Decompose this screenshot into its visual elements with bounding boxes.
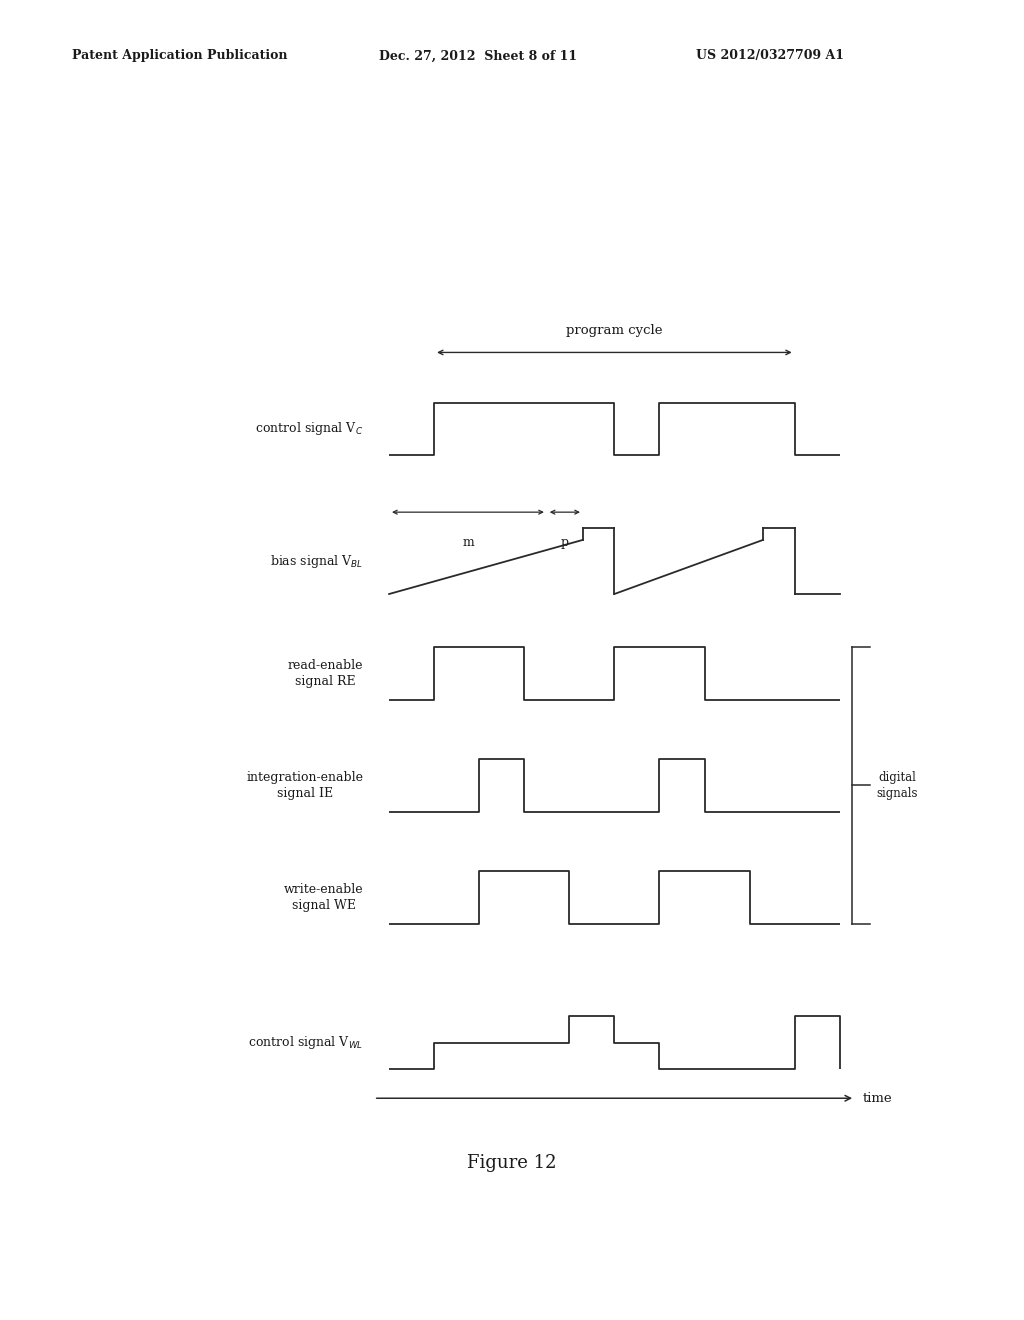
Text: program cycle: program cycle bbox=[566, 323, 663, 337]
Text: time: time bbox=[862, 1092, 892, 1105]
Text: p: p bbox=[561, 536, 569, 549]
Text: bias signal V$_{BL}$: bias signal V$_{BL}$ bbox=[270, 553, 364, 569]
Text: m: m bbox=[462, 536, 474, 549]
Text: read-enable
signal RE: read-enable signal RE bbox=[288, 659, 364, 688]
Text: integration-enable
signal IE: integration-enable signal IE bbox=[247, 771, 364, 800]
Text: control signal V$_C$: control signal V$_C$ bbox=[255, 421, 364, 437]
Text: digital
signals: digital signals bbox=[877, 771, 919, 800]
Text: US 2012/0327709 A1: US 2012/0327709 A1 bbox=[696, 49, 845, 62]
Text: write-enable
signal WE: write-enable signal WE bbox=[284, 883, 364, 912]
Text: Patent Application Publication: Patent Application Publication bbox=[72, 49, 287, 62]
Text: Dec. 27, 2012  Sheet 8 of 11: Dec. 27, 2012 Sheet 8 of 11 bbox=[379, 49, 577, 62]
Text: control signal V$_{WL}$: control signal V$_{WL}$ bbox=[249, 1035, 364, 1051]
Text: Figure 12: Figure 12 bbox=[467, 1154, 557, 1172]
